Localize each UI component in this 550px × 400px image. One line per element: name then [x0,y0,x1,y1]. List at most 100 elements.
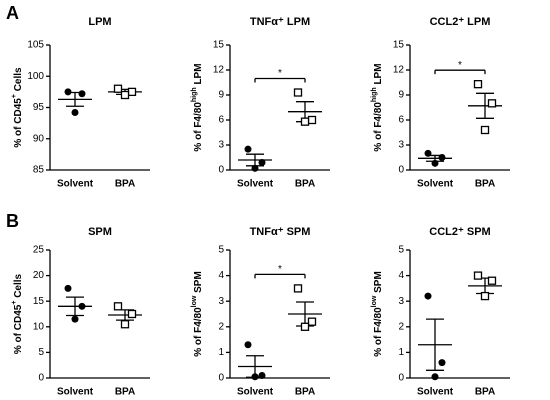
y-axis-label-part: + [11,94,18,98]
y-tick-label: 6 [398,115,404,126]
y-tick-label: 15 [213,40,225,51]
y-tick-label: 3 [218,296,224,307]
x-tick-label: BPA [115,179,135,190]
data-point [78,302,86,310]
data-point [487,276,497,285]
y-tick-label: 0 [398,165,404,176]
y-axis-label: % of F4/80high LPM [371,63,383,151]
data-point [300,117,310,126]
y-axis-label-part: SPM [373,271,384,295]
y-axis-label-part: Cells [13,67,24,94]
data-point [71,109,79,116]
y-axis-label: % of CD45+ Cells [11,67,23,148]
y-tick-label: 15 [393,40,405,51]
y-axis-label: % of F4/80low SPM [371,271,383,357]
x-tick-label: Solvent [57,179,94,190]
data-point [307,115,317,125]
y-axis-label-part: high [191,87,198,102]
significance-label: * [278,264,282,275]
data-point [473,80,483,89]
chart-title: SPM [88,226,112,238]
data-point [487,99,497,108]
y-tick-label: 105 [27,40,44,51]
y-tick-label: 3 [398,140,404,151]
data-point [431,373,439,381]
y-tick-label: 1 [218,347,224,358]
data-point [424,149,432,157]
y-axis-label-part: LPM [193,63,204,87]
y-tick-label: 0 [398,373,404,384]
y-axis-label-part: + [11,301,18,305]
x-tick-label: BPA [295,179,315,190]
panel-label: A [6,3,19,23]
y-tick-label: 0 [38,373,44,384]
y-tick-label: 4 [218,270,224,281]
data-point [431,159,439,167]
y-tick-label: 9 [398,90,404,101]
x-tick-label: BPA [475,179,495,190]
y-tick-label: 2 [218,321,224,332]
x-tick-label: Solvent [237,387,274,398]
x-tick-label: Solvent [237,179,274,190]
y-axis-label-part: % of F4/80 [373,102,384,152]
data-point [78,90,86,98]
data-point [300,322,310,331]
y-tick-label: 6 [218,115,224,126]
x-tick-label: Solvent [417,179,454,190]
y-tick-label: 9 [218,90,224,101]
y-tick-label: 3 [398,296,404,307]
x-tick-label: Solvent [57,387,94,398]
x-tick-label: BPA [295,387,315,398]
y-axis-label: % of CD45+ Cells [11,273,23,354]
y-axis-label-part: % of CD45 [13,98,24,148]
y-tick-label: 95 [33,102,45,113]
significance-label: * [278,68,282,79]
data-point [307,317,317,326]
data-point [480,125,490,135]
chart-title: CCL2⁺ SPM [429,226,490,238]
y-axis-label-part: % of F4/80 [373,307,384,357]
y-tick-label: 1 [398,347,404,358]
data-point [64,88,72,96]
y-tick-label: 20 [33,270,45,281]
y-tick-label: 90 [33,133,45,144]
y-tick-label: 5 [218,245,224,256]
data-point [473,271,483,280]
y-axis-label-part: % of F4/80 [193,102,204,152]
data-point [293,284,303,293]
y-tick-label: 0 [218,165,224,176]
chart-title: LPM [88,16,111,28]
data-point [120,90,130,100]
y-axis-label-part: SPM [193,271,204,295]
panel-label: B [6,211,19,231]
y-tick-label: 10 [33,321,45,332]
y-tick-label: 3 [218,140,224,151]
data-point [120,320,130,329]
y-tick-label: 100 [27,71,44,82]
y-tick-label: 15 [33,296,45,307]
data-point [438,359,446,367]
data-point [293,88,303,97]
y-axis-label: % of F4/80high LPM [191,63,203,151]
y-axis-label-part: % of CD45 [13,304,24,354]
significance-label: * [458,60,462,71]
data-point [127,309,137,319]
y-axis-label-part: LPM [373,63,384,87]
data-point [438,154,446,161]
y-tick-label: 12 [393,65,405,76]
y-axis-label-part: % of F4/80 [193,307,204,357]
chart-title: CCL2⁺ LPM [430,16,491,28]
chart-title: TNFα⁺ SPM [250,226,311,238]
y-tick-label: 0 [218,373,224,384]
data-point [113,84,123,93]
y-tick-label: 4 [398,270,404,281]
data-point [127,87,137,97]
y-axis-label-part: Cells [13,273,24,300]
y-tick-label: 5 [398,245,404,256]
x-tick-label: Solvent [417,387,454,398]
y-tick-label: 5 [38,347,44,358]
y-tick-label: 12 [213,65,225,76]
y-axis-label-part: low [191,295,198,307]
data-point [480,291,490,301]
